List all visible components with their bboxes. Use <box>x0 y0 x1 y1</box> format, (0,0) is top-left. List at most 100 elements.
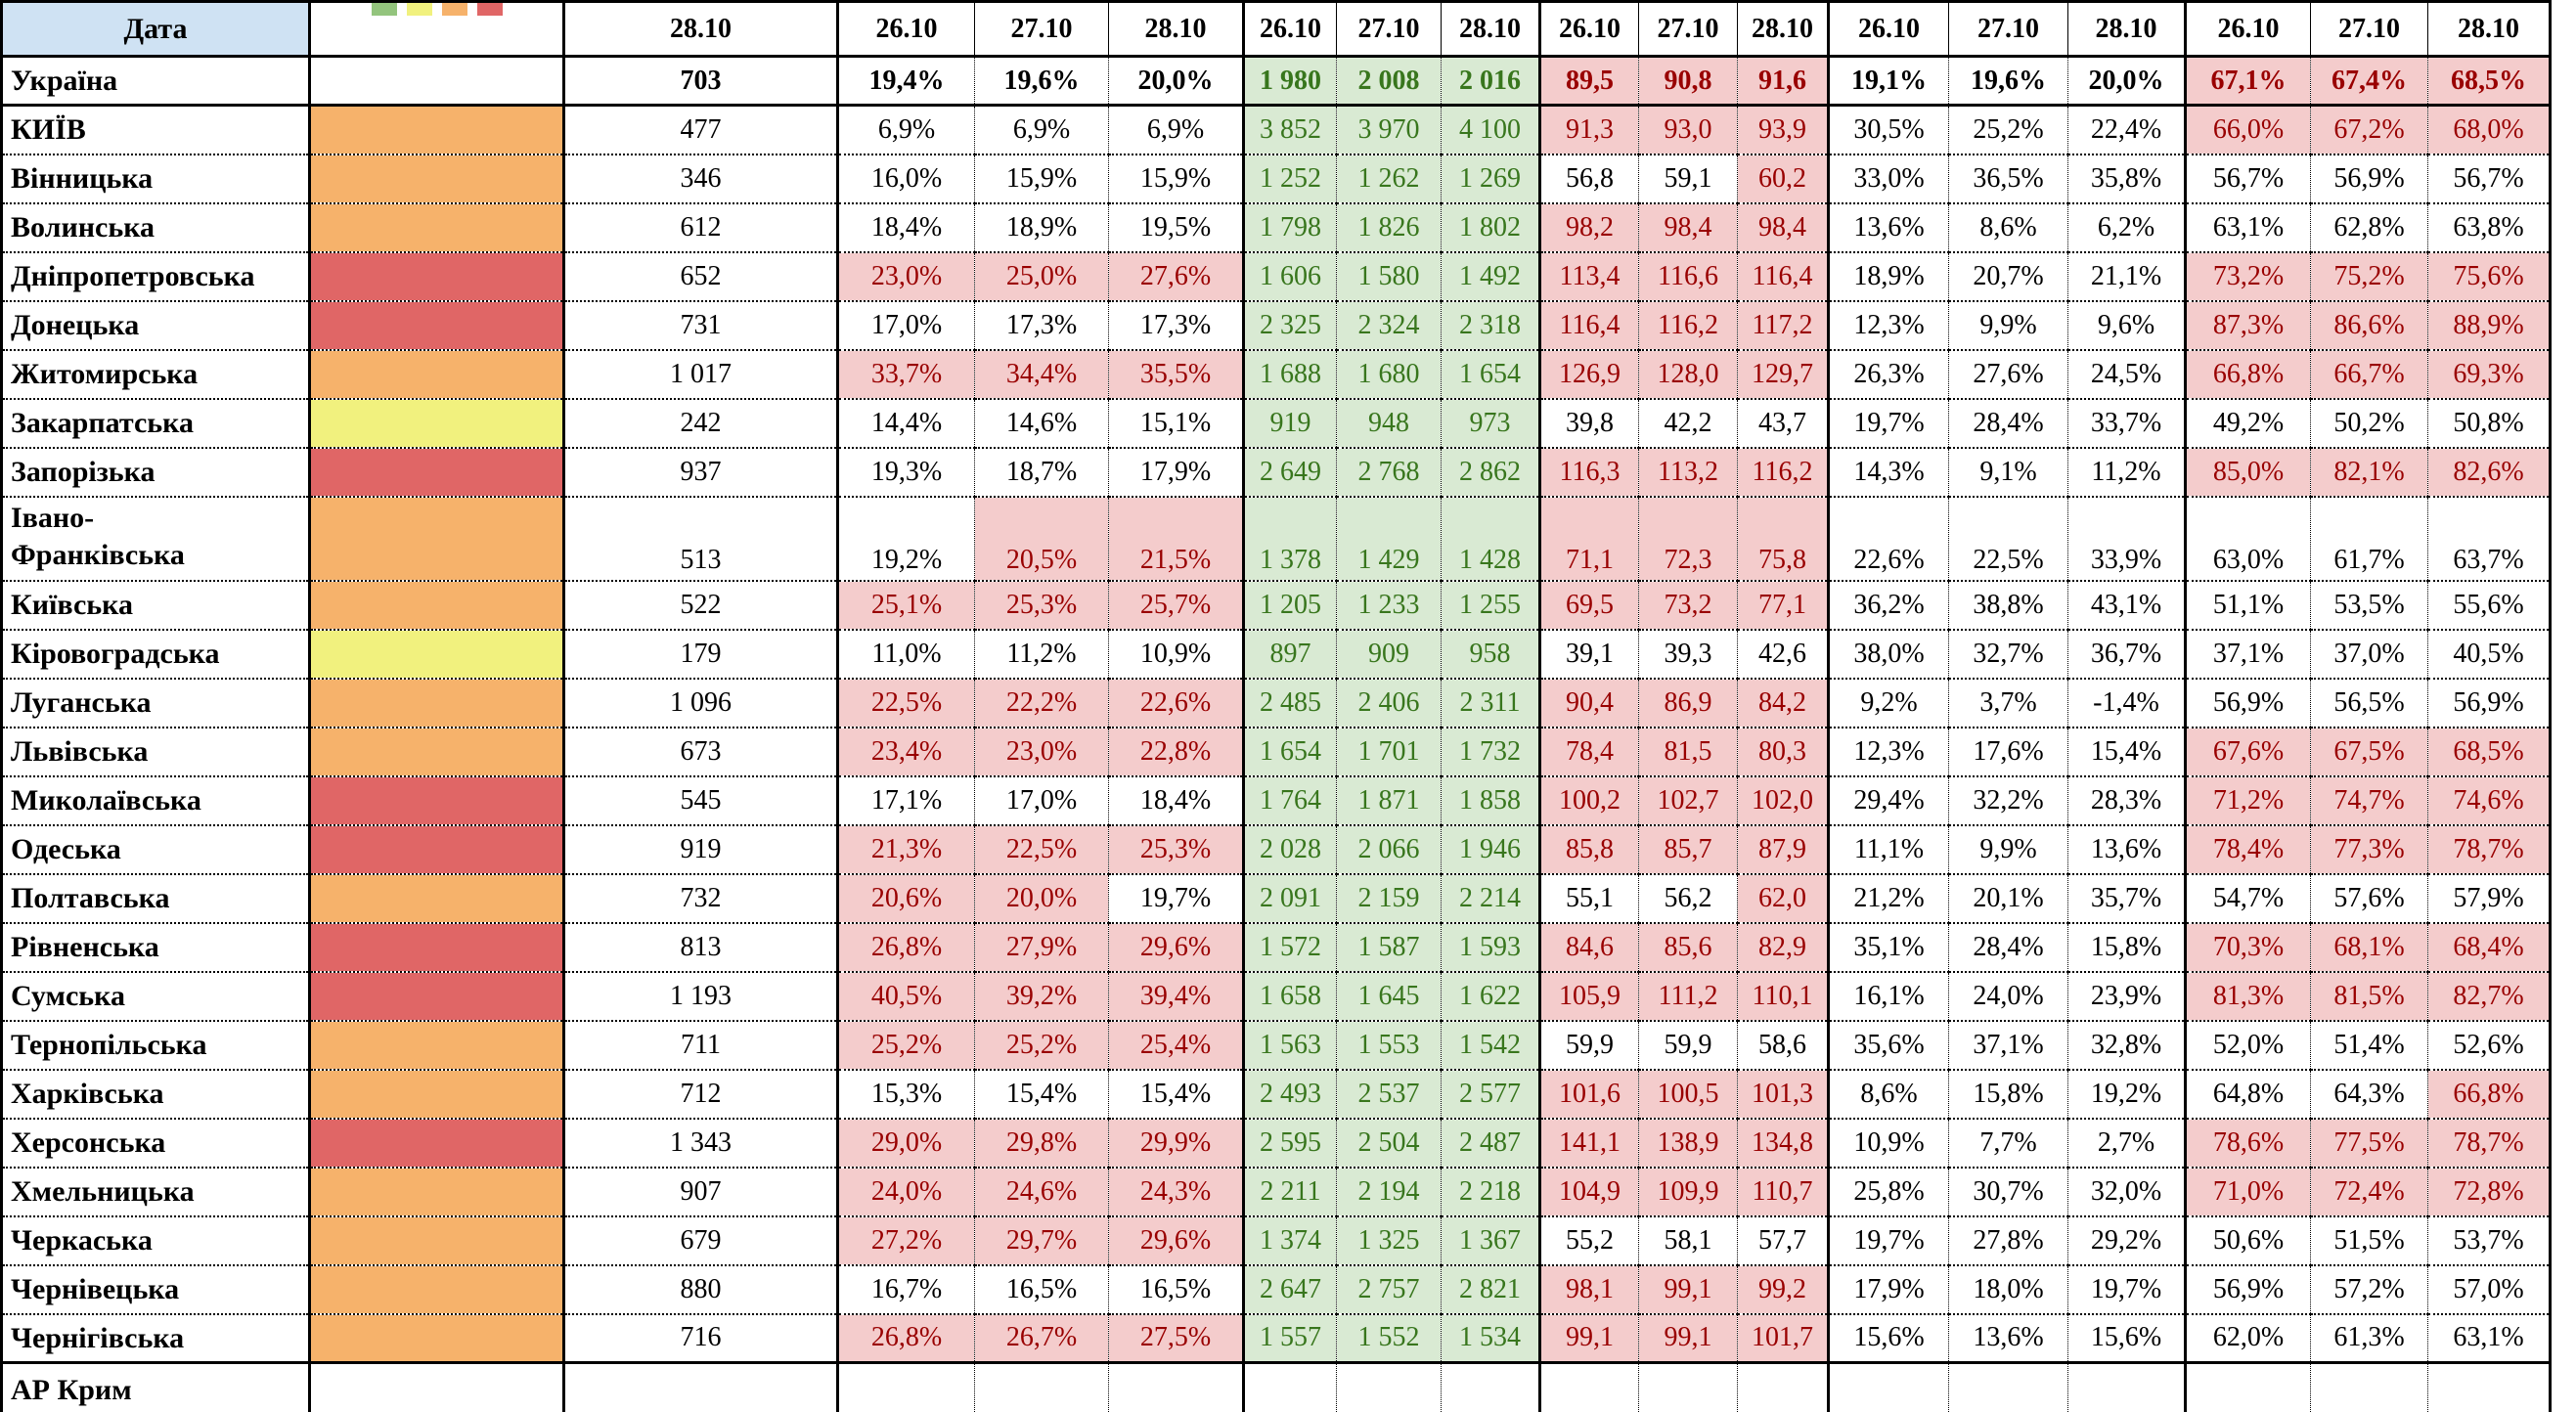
cases-cell[interactable]: 2 821 <box>1441 1264 1541 1315</box>
pct-change-cell[interactable]: 9,6% <box>2067 300 2187 351</box>
pct-load-cell[interactable]: 74,6% <box>2427 775 2552 826</box>
pct-change-cell[interactable]: 35,1% <box>1828 922 1949 973</box>
total-cell[interactable]: 716 <box>563 1313 839 1364</box>
cases-cell[interactable]: 2 318 <box>1441 300 1541 351</box>
empty-cell[interactable] <box>1737 1362 1830 1412</box>
heat-cell[interactable] <box>309 824 565 875</box>
incidence-cell[interactable]: 85,7 <box>1638 824 1738 875</box>
cases-cell[interactable]: 2 218 <box>1441 1167 1541 1217</box>
pct-growth-cell[interactable]: 15,4% <box>974 1069 1109 1120</box>
incidence-cell[interactable]: 91,3 <box>1539 105 1639 155</box>
pct-load-cell[interactable]: 78,4% <box>2185 824 2311 875</box>
incidence-cell[interactable]: 78,4 <box>1539 727 1639 777</box>
incidence-cell[interactable]: 128,0 <box>1638 349 1738 400</box>
total-cell[interactable]: 731 <box>563 300 839 351</box>
pct-load-cell[interactable]: 68,0% <box>2427 105 2552 155</box>
pct-growth-cell[interactable]: 16,0% <box>837 154 975 204</box>
pct-load-cell[interactable]: 82,7% <box>2427 971 2552 1022</box>
cases-cell[interactable]: 2 311 <box>1441 678 1541 728</box>
cases-cell[interactable]: 1 802 <box>1441 202 1541 253</box>
pct-change-cell[interactable]: 3,7% <box>1948 678 2068 728</box>
pct-load-cell[interactable]: 64,3% <box>2310 1069 2428 1120</box>
pct-load-cell[interactable]: 56,9% <box>2185 678 2311 728</box>
group1-date-header-27.10[interactable]: 27.10 <box>974 1 1109 58</box>
pct-load-cell[interactable]: 75,2% <box>2310 251 2428 302</box>
cases-cell[interactable]: 2 324 <box>1336 300 1442 351</box>
cases-cell[interactable]: 2 487 <box>1441 1118 1541 1169</box>
incidence-cell[interactable]: 126,9 <box>1539 349 1639 400</box>
empty-cell[interactable] <box>1828 1362 1949 1412</box>
cases-cell[interactable]: 2 406 <box>1336 678 1442 728</box>
pct-growth-cell[interactable]: 26,8% <box>837 1313 975 1364</box>
heat-cell[interactable] <box>309 727 565 777</box>
region-name[interactable]: Житомирська <box>1 349 311 400</box>
pct-growth-cell[interactable]: 29,8% <box>974 1118 1109 1169</box>
pct-load-cell[interactable]: 56,9% <box>2185 1264 2311 1315</box>
pct-load-cell[interactable]: 61,3% <box>2310 1313 2428 1364</box>
pct-change-cell[interactable]: 15,8% <box>2067 922 2187 973</box>
incidence-cell[interactable]: 84,6 <box>1539 922 1639 973</box>
heat-cell[interactable] <box>309 971 565 1022</box>
pct-growth-cell[interactable]: 18,9% <box>974 202 1109 253</box>
empty-cell[interactable] <box>2067 1362 2187 1412</box>
cases-cell[interactable]: 2 485 <box>1243 678 1337 728</box>
pct-growth-cell[interactable]: 26,8% <box>837 922 975 973</box>
empty-cell[interactable] <box>1539 1362 1639 1412</box>
pct-growth-cell[interactable]: 10,9% <box>1108 629 1245 680</box>
empty-cell[interactable] <box>1108 1362 1245 1412</box>
incidence-cell[interactable]: 138,9 <box>1638 1118 1738 1169</box>
pct-load-cell[interactable]: 37,1% <box>2185 629 2311 680</box>
incidence-cell[interactable]: 93,9 <box>1737 105 1830 155</box>
pct-load-cell[interactable]: 64,8% <box>2185 1069 2311 1120</box>
pct-growth-cell[interactable]: 6,9% <box>1108 105 1245 155</box>
pct-load-cell[interactable]: 69,3% <box>2427 349 2552 400</box>
pct-growth-cell[interactable]: 27,9% <box>974 922 1109 973</box>
pct-growth-cell[interactable]: 16,5% <box>1108 1264 1245 1315</box>
pct-change-cell[interactable]: 7,7% <box>1948 1118 2068 1169</box>
heat-cell[interactable] <box>309 105 565 155</box>
pct-growth-cell[interactable]: 25,7% <box>1108 580 1245 631</box>
pct-growth-cell[interactable]: 25,0% <box>974 251 1109 302</box>
heat-cell[interactable] <box>309 580 565 631</box>
pct-change-cell[interactable]: 15,4% <box>2067 727 2187 777</box>
incidence-cell[interactable]: 62,0 <box>1737 873 1830 924</box>
pct-load-cell[interactable]: 87,3% <box>2185 300 2311 351</box>
incidence-cell[interactable]: 105,9 <box>1539 971 1639 1022</box>
pct-growth-cell[interactable]: 25,1% <box>837 580 975 631</box>
pct-growth-cell[interactable]: 11,2% <box>974 629 1109 680</box>
pct-load-cell[interactable]: 49,2% <box>2185 398 2311 449</box>
pct-growth-cell[interactable]: 23,0% <box>837 251 975 302</box>
total-cell[interactable]: 1 096 <box>563 678 839 728</box>
region-name[interactable]: Київська <box>1 580 311 631</box>
pct-growth-cell[interactable]: 15,9% <box>974 154 1109 204</box>
cases-cell[interactable]: 1 645 <box>1336 971 1442 1022</box>
heat-cell[interactable] <box>309 251 565 302</box>
pct-change-cell[interactable]: 13,6% <box>1948 1313 2068 1364</box>
pct-change-cell[interactable]: 15,6% <box>2067 1313 2187 1364</box>
region-name[interactable]: Хмельницька <box>1 1167 311 1217</box>
pct-growth-cell[interactable]: 25,4% <box>1108 1020 1245 1071</box>
empty-cell[interactable] <box>974 1362 1109 1412</box>
pct-load-cell[interactable]: 67,6% <box>2185 727 2311 777</box>
group5-date-header-26.10[interactable]: 26.10 <box>2185 1 2311 58</box>
cases-cell[interactable]: 1 764 <box>1243 775 1337 826</box>
pct-change-cell[interactable]: 27,8% <box>1948 1215 2068 1266</box>
cases-cell[interactable]: 1 262 <box>1336 154 1442 204</box>
empty-cell[interactable] <box>1638 1362 1738 1412</box>
region-name[interactable]: Україна <box>1 56 311 107</box>
pct-growth-cell[interactable]: 15,4% <box>1108 1069 1245 1120</box>
cases-cell[interactable]: 1 563 <box>1243 1020 1337 1071</box>
cases-cell[interactable]: 1 269 <box>1441 154 1541 204</box>
cases-cell[interactable]: 1 534 <box>1441 1313 1541 1364</box>
pct-change-cell[interactable]: 19,1% <box>1828 56 1949 107</box>
cases-cell[interactable]: 1 492 <box>1441 251 1541 302</box>
pct-load-cell[interactable]: 37,0% <box>2310 629 2428 680</box>
pct-growth-cell[interactable]: 16,5% <box>974 1264 1109 1315</box>
cases-cell[interactable]: 1 732 <box>1441 727 1541 777</box>
incidence-cell[interactable]: 117,2 <box>1737 300 1830 351</box>
pct-load-cell[interactable]: 52,6% <box>2427 1020 2552 1071</box>
pct-load-cell[interactable]: 56,7% <box>2185 154 2311 204</box>
pct-load-cell[interactable]: 40,5% <box>2427 629 2552 680</box>
cases-cell[interactable]: 2 493 <box>1243 1069 1337 1120</box>
incidence-cell[interactable]: 129,7 <box>1737 349 1830 400</box>
